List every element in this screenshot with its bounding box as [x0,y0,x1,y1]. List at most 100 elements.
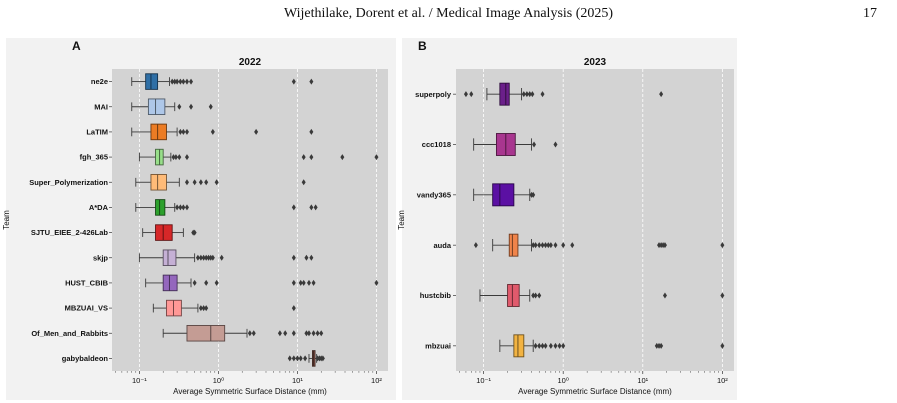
panel-label: A [72,39,81,53]
outlier-point [659,91,664,98]
outlier-point [184,179,189,186]
iqr-box [162,274,178,292]
outlier-point [533,342,538,349]
plot-area-b [456,69,734,371]
iqr-box [499,82,510,106]
team-label: fgh_365 [80,153,108,162]
outlier-point [533,292,538,299]
outlier-point [309,204,314,211]
iqr-box [155,199,166,216]
outlier-point [304,254,309,261]
iqr-box [145,73,159,90]
outlier-point [530,91,535,98]
y-axis-label: Team [2,210,11,230]
iqr-box [186,324,226,342]
box-auda [473,233,725,257]
outlier-point [553,141,558,148]
x-axis-label: Average Symmetric Surface Distance (mm) [518,387,672,396]
outlier-point [309,154,314,161]
box-A*DA [135,199,318,216]
box-hustcbib [479,284,725,307]
box-ccc1018 [473,133,558,156]
outlier-point [548,242,553,249]
outlier-point [304,330,309,337]
outlier-point [553,242,558,249]
outlier-point [301,154,306,161]
page-header: Wijethilake, Dorent et al. / Medical Ima… [0,6,897,26]
outlier-point [309,78,314,85]
box-mbzuai [499,334,725,358]
outlier-point [172,78,177,85]
box-fgh_365 [138,148,379,166]
outlier-point [210,128,215,135]
outlier-point [177,154,182,161]
outlier-point [277,330,282,337]
box-SJTU_EIEE_2-426Lab [142,224,197,241]
box-superpoly [463,82,664,106]
outlier-point [175,78,180,85]
outlier-point [561,242,566,249]
outlier-point [283,330,288,337]
team-label: MAI [94,102,108,111]
outlier-point [521,91,526,98]
outlier-point [311,279,316,286]
outlier-point [251,330,256,337]
plot-area-a [112,69,388,371]
outlier-point [654,342,659,349]
y-axis-label: Team [397,210,406,230]
outlier-point [198,254,203,261]
outlier-point [189,103,194,110]
outlier-point [204,179,209,186]
x-tick-label: 10⁰ [558,376,569,385]
outlier-point [291,330,296,337]
outlier-point [306,330,311,337]
outlier-point [198,179,203,186]
outlier-point [178,204,183,211]
outlier-point [192,279,197,286]
outlier-point [201,305,206,312]
box-ne2e [131,73,314,90]
outlier-point [659,342,664,349]
outlier-point [657,242,662,249]
outlier-point [532,141,537,148]
outlier-point [315,330,320,337]
outlier-point [219,254,224,261]
iqr-box [513,334,525,358]
outlier-point [313,204,318,211]
outlier-point [208,254,213,261]
iqr-box [155,224,173,241]
x-axis-label: Average Symmetric Surface Distance (mm) [173,387,327,396]
outlier-point [463,91,468,98]
team-label: ccc1018 [422,140,451,149]
box-vandy365 [473,183,536,207]
x-tick-label: 10⁻¹ [132,376,147,385]
iqr-box [508,233,519,257]
outlier-point [181,204,186,211]
outlier-point [291,78,296,85]
outlier-point [320,355,325,362]
outlier-point [662,292,667,299]
outlier-point [291,305,296,312]
outlier-point [537,242,542,249]
outlier-point [178,78,183,85]
iqr-box [150,173,167,191]
outlier-point [201,254,206,261]
outlier-point [473,242,478,249]
outlier-point [557,342,562,349]
outlier-point [184,204,189,211]
outlier-point [204,254,209,261]
outlier-point [531,242,536,249]
iqr-box [492,183,515,207]
box-MAI [131,98,213,116]
outlier-point [301,179,306,186]
outlier-point [206,254,211,261]
outlier-point [189,78,194,85]
outlier-point [291,279,296,286]
outlier-point [540,242,545,249]
outlier-point [254,128,259,135]
outlier-point [298,355,303,362]
team-label: LaTIM [86,128,108,137]
outlier-point [553,342,558,349]
outlier-point [537,342,542,349]
